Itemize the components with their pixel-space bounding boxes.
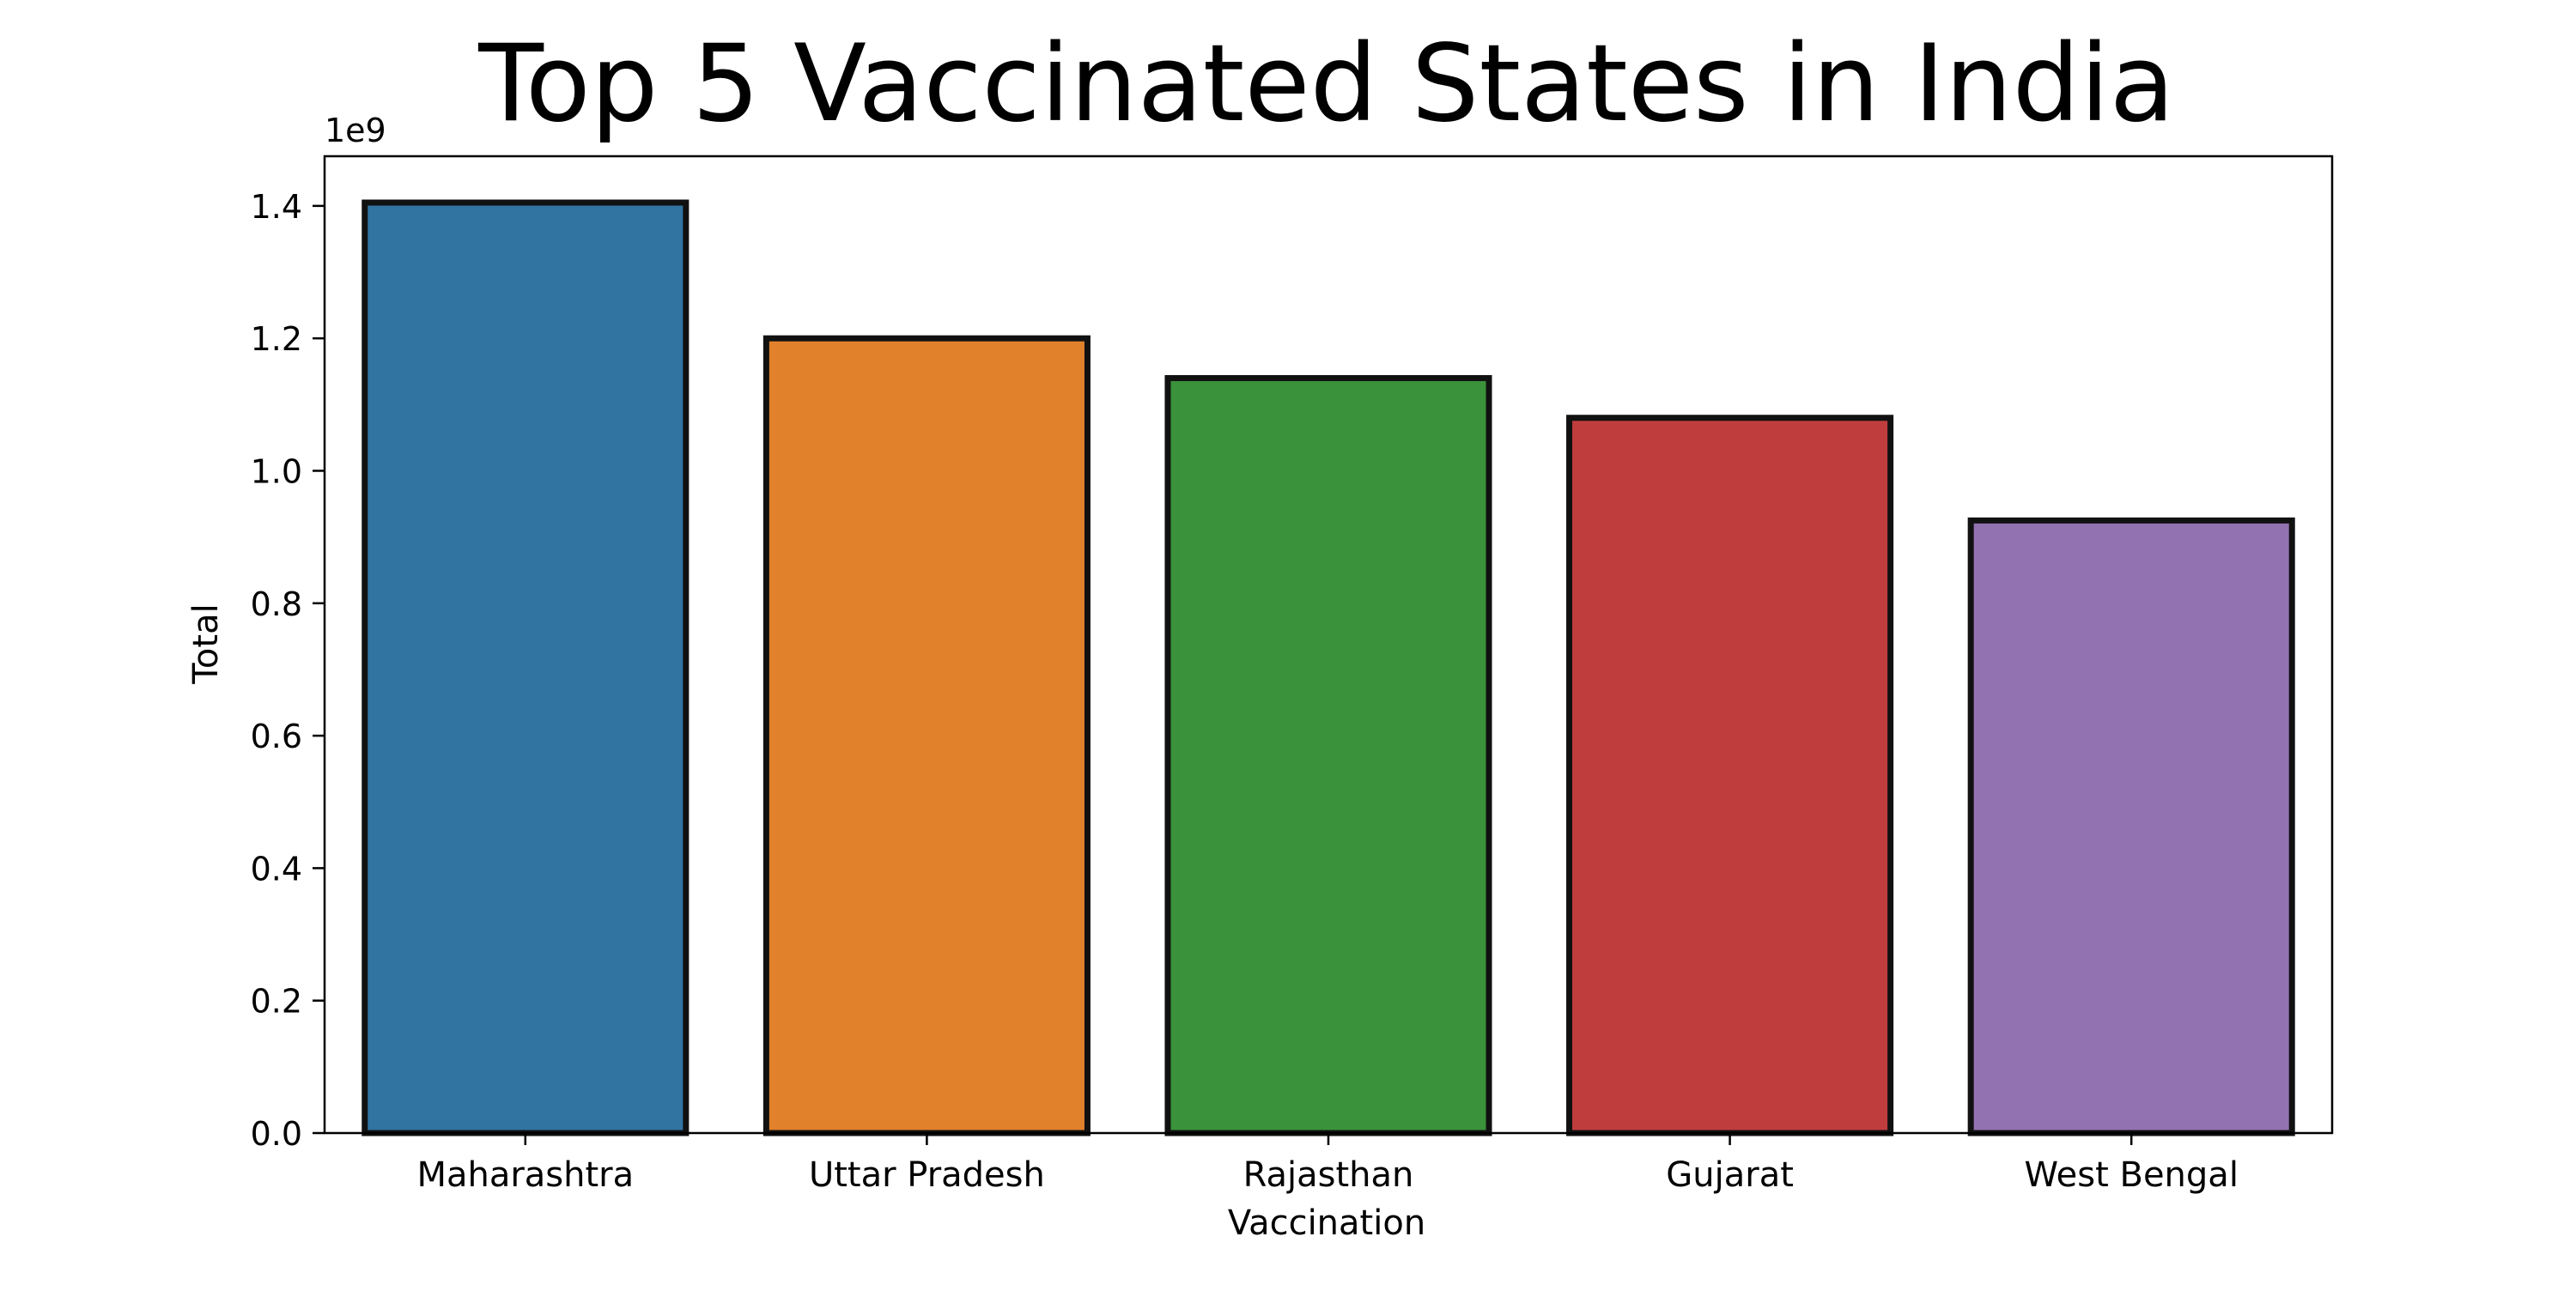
bar-rajasthan (1164, 374, 1492, 1136)
y-axis-title: Total (186, 603, 226, 684)
y-tick-label: 1.0 (251, 452, 302, 490)
x-tick-label: Gujarat (1666, 1155, 1794, 1195)
plot-area: 0.0 0.2 0.4 0.6 0.8 1.0 1.2 1.4 Maharashtra Uttar… (251, 155, 2334, 1195)
x-tick-label: Maharashtra (416, 1155, 634, 1195)
x-tick-label: Uttar Pradesh (809, 1155, 1045, 1195)
bar-gujarat (1566, 415, 1894, 1136)
bar-maharashtra (361, 199, 690, 1136)
y-tick-label: 1.2 (251, 320, 302, 358)
y-tick-label: 0.2 (251, 983, 302, 1021)
x-tick-label: Rajasthan (1243, 1155, 1414, 1195)
y-axis-offset-label: 1e9 (325, 112, 386, 149)
bar-west-bengal (1967, 517, 2295, 1136)
y-tick-label: 0.4 (251, 850, 302, 888)
y-tick-label: 0.0 (251, 1115, 302, 1153)
y-tick-label: 0.8 (251, 585, 302, 623)
y-tick-label: 0.6 (251, 718, 302, 755)
y-tick-label: 1.4 (251, 188, 302, 226)
bar-uttar-pradesh (762, 335, 1091, 1136)
chart-title: Top 5 Vaccinated States in India (477, 22, 2175, 146)
x-axis-title: Vaccination (1228, 1203, 1425, 1243)
x-tick-label: West Bengal (2024, 1155, 2238, 1195)
